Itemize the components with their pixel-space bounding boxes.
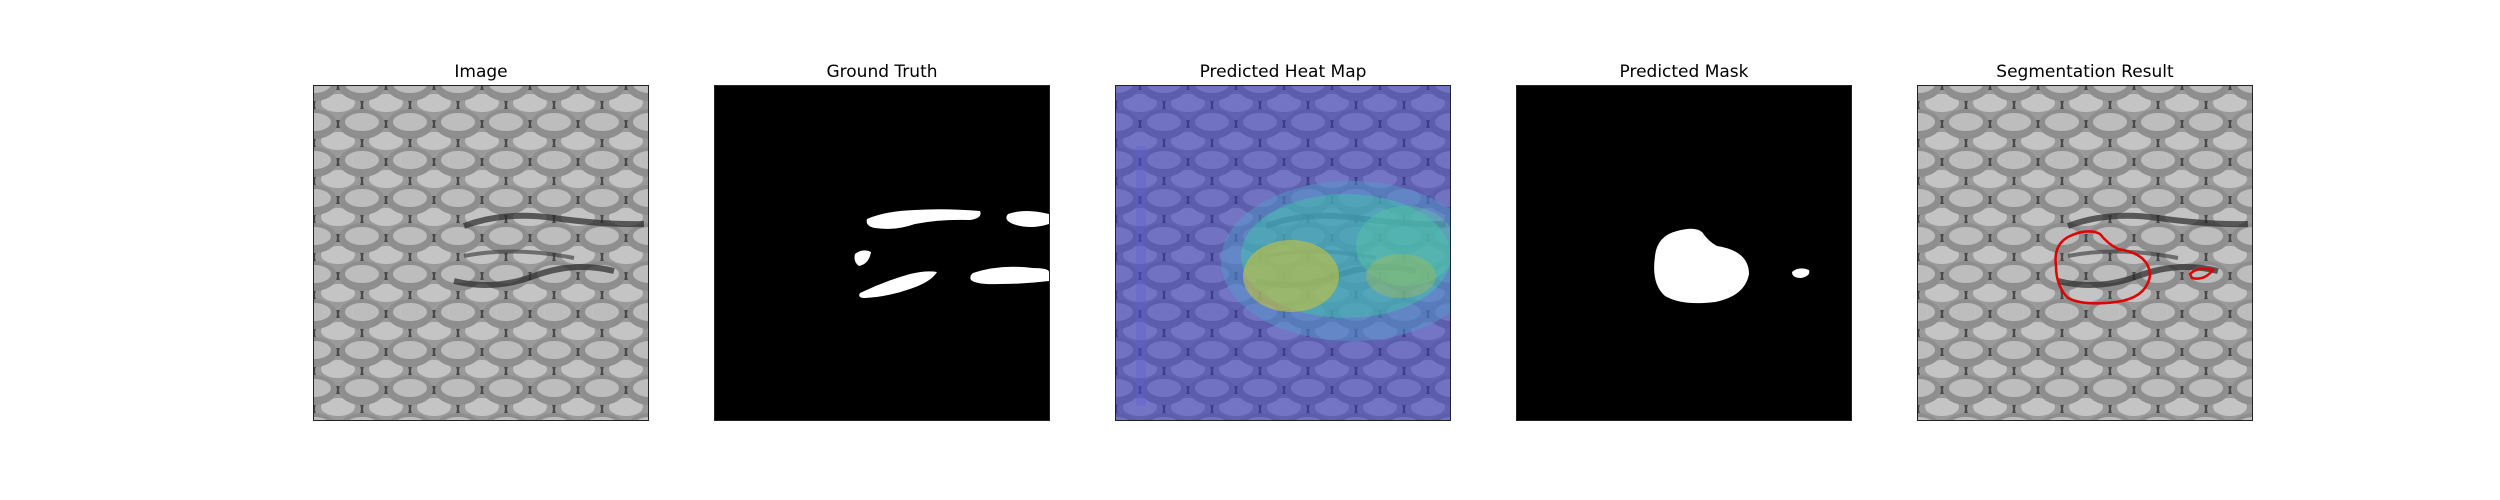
panel-title: Ground Truth xyxy=(826,62,938,82)
predicted-mask xyxy=(1516,85,1852,421)
panel-predicted-mask: Predicted Mask xyxy=(1516,60,1852,421)
panel-heat-map: Predicted Heat Map xyxy=(1115,60,1451,421)
panel-ground-truth: Ground Truth xyxy=(714,60,1050,421)
heat-map-overlay xyxy=(1115,85,1451,421)
panel-segmentation-result: Segmentation Result xyxy=(1917,60,2253,421)
contour-main xyxy=(2054,230,2152,305)
input-image xyxy=(313,85,649,421)
ground-truth-mask xyxy=(714,85,1050,421)
panel-title: Predicted Mask xyxy=(1619,62,1749,82)
segmentation-overlay xyxy=(1917,85,2253,421)
panel-image: Image xyxy=(313,60,649,421)
panel-title: Segmentation Result xyxy=(1996,62,2174,82)
contour-small xyxy=(2188,267,2216,280)
panel-title: Predicted Heat Map xyxy=(1199,62,1367,82)
panel-title: Image xyxy=(454,62,508,82)
